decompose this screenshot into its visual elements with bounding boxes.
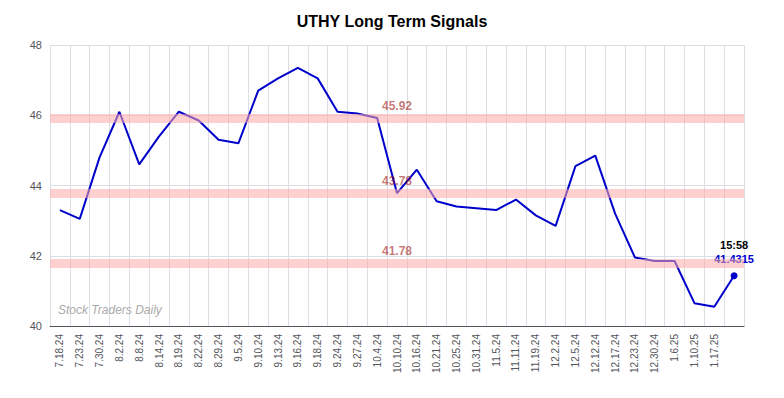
svg-text:1.6.25: 1.6.25 (669, 334, 680, 362)
svg-text:7.23.24: 7.23.24 (74, 334, 85, 368)
svg-text:1.10.25: 1.10.25 (689, 334, 700, 368)
svg-text:10.25.24: 10.25.24 (451, 334, 462, 373)
svg-text:12.12.24: 12.12.24 (590, 334, 601, 373)
svg-text:9.16.24: 9.16.24 (292, 334, 303, 368)
svg-text:9.24.24: 9.24.24 (332, 334, 343, 368)
svg-text:8.29.24: 8.29.24 (213, 334, 224, 368)
svg-text:11.19.24: 11.19.24 (530, 334, 541, 373)
svg-text:42: 42 (30, 250, 42, 262)
svg-text:40: 40 (30, 320, 42, 332)
svg-text:8.8.24: 8.8.24 (134, 334, 145, 362)
svg-text:10.21.24: 10.21.24 (431, 334, 442, 373)
svg-text:12.30.24: 12.30.24 (649, 334, 660, 373)
svg-text:44: 44 (30, 180, 42, 192)
svg-text:10.31.24: 10.31.24 (471, 334, 482, 373)
svg-text:1.17.25: 1.17.25 (709, 334, 720, 368)
svg-text:9.10.24: 9.10.24 (253, 334, 264, 368)
svg-text:46: 46 (30, 109, 42, 121)
svg-text:11.5.24: 11.5.24 (491, 334, 502, 367)
svg-text:7.18.24: 7.18.24 (54, 334, 65, 368)
svg-text:9.5.24: 9.5.24 (233, 334, 244, 362)
svg-text:12.5.24: 12.5.24 (570, 334, 581, 368)
svg-text:48: 48 (30, 39, 42, 51)
svg-text:11.11.24: 11.11.24 (510, 334, 521, 372)
svg-text:8.22.24: 8.22.24 (193, 334, 204, 368)
svg-text:10.16.24: 10.16.24 (411, 334, 422, 373)
svg-text:9.13.24: 9.13.24 (273, 334, 284, 368)
svg-text:15:58: 15:58 (720, 239, 748, 251)
svg-text:43.78: 43.78 (382, 174, 412, 188)
svg-text:10.4.24: 10.4.24 (372, 334, 383, 368)
svg-text:9.27.24: 9.27.24 (352, 334, 363, 368)
svg-text:8.14.24: 8.14.24 (154, 334, 165, 368)
svg-text:45.92: 45.92 (382, 99, 412, 113)
svg-text:12.23.24: 12.23.24 (629, 334, 640, 373)
svg-text:Stock Traders Daily: Stock Traders Daily (58, 303, 163, 317)
svg-text:9.18.24: 9.18.24 (312, 334, 323, 368)
svg-text:12.17.24: 12.17.24 (610, 334, 621, 373)
svg-text:8.19.24: 8.19.24 (173, 334, 184, 368)
svg-text:12.2.24: 12.2.24 (550, 334, 561, 368)
svg-text:UTHY Long Term Signals: UTHY Long Term Signals (297, 13, 488, 30)
svg-text:10.10.24: 10.10.24 (392, 334, 403, 373)
svg-text:8.2.24: 8.2.24 (114, 334, 125, 362)
svg-text:41.78: 41.78 (382, 244, 412, 258)
svg-text:7.30.24: 7.30.24 (94, 334, 105, 368)
